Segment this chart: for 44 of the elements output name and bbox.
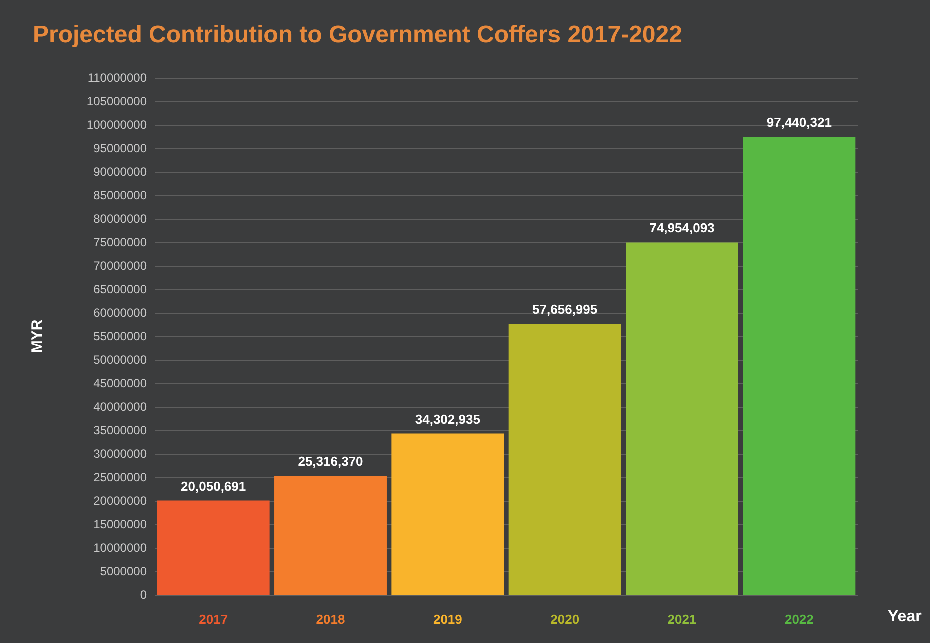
y-tick-label: 100000000 [86, 118, 148, 132]
x-tick-label: 2019 [433, 612, 462, 627]
y-axis-title: MYR [29, 320, 46, 354]
x-axis-title: Year [888, 608, 922, 626]
y-tick-label: 40000000 [94, 400, 148, 414]
x-tick-label: 2018 [316, 612, 346, 627]
y-tick-label: 105000000 [86, 94, 148, 108]
y-tick-label: 20000000 [94, 494, 148, 508]
bar [508, 324, 622, 595]
chart-title: Projected Contribution to Government Coffers 2017-2022 [33, 22, 682, 48]
bar [743, 137, 856, 595]
data-label: 97,440,321 [766, 115, 832, 130]
bar [157, 500, 270, 595]
y-tick-label: 85000000 [94, 188, 148, 202]
y-tick-label: 15000000 [94, 518, 148, 532]
x-tick-label: 2022 [784, 612, 814, 627]
x-tick-label: 2017 [199, 612, 228, 627]
x-tick-label: 2021 [668, 612, 697, 627]
data-label: 34,302,935 [415, 412, 480, 427]
bar [626, 242, 738, 595]
y-tick-label: 90000000 [94, 165, 148, 179]
y-tick-label: 70000000 [94, 259, 148, 273]
data-label: 20,050,691 [181, 478, 246, 494]
y-tick-label: 80000000 [94, 212, 148, 226]
y-tick-label: 60000000 [94, 306, 148, 320]
y-tick-label: 55000000 [94, 330, 148, 344]
bar [274, 476, 387, 595]
y-tick-label: 75000000 [94, 236, 148, 250]
y-tick-label: 50000000 [94, 353, 148, 367]
data-label: 25,316,370 [298, 454, 364, 470]
y-tick-label: 10000000 [94, 541, 148, 555]
data-label: 57,656,995 [532, 302, 598, 318]
y-tick-label: 35000000 [94, 424, 148, 438]
y-tick-label: 95000000 [94, 142, 148, 156]
y-tick-label: 0 [140, 588, 148, 602]
y-tick-label: 5000000 [100, 564, 148, 578]
bar [392, 434, 504, 595]
y-tick-label: 65000000 [94, 282, 148, 296]
x-tick-label: 2020 [550, 612, 580, 627]
y-tick-label: 30000000 [94, 447, 148, 461]
data-label: 74,954,093 [650, 220, 715, 236]
y-tick-label: 45000000 [94, 376, 148, 390]
y-tick-label: 110000000 [88, 71, 148, 85]
y-tick-label: 25000000 [94, 470, 148, 484]
